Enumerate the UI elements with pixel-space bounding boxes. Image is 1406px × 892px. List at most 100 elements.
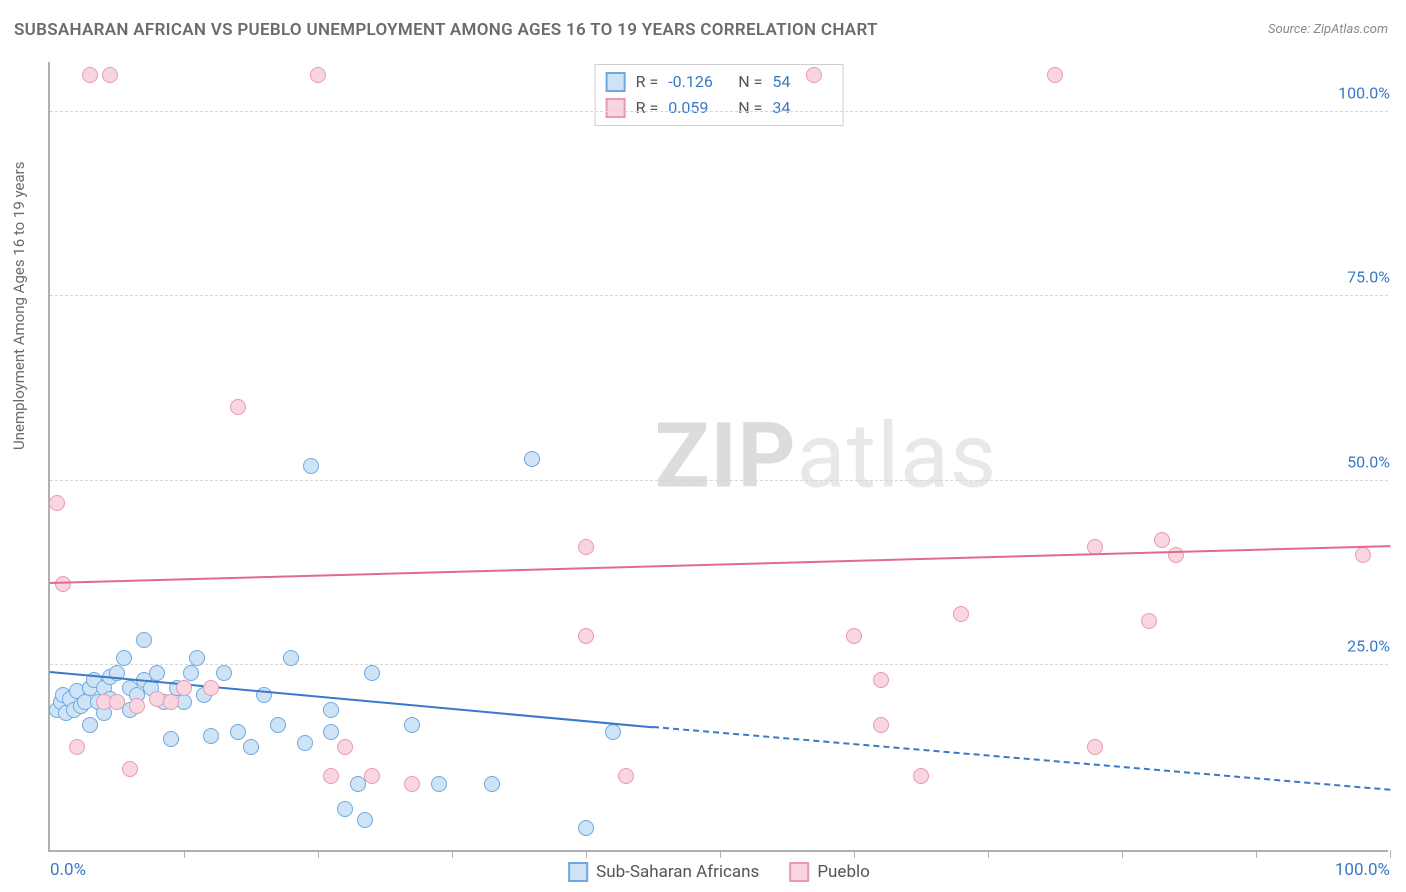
source-value: ZipAtlas.com — [1313, 22, 1388, 37]
y-axis-label: Unemployment Among Ages 16 to 19 years — [10, 162, 28, 450]
data-point-ssa — [243, 739, 259, 755]
trend-line — [50, 545, 1390, 584]
x-tick-label: 0.0% — [50, 860, 86, 880]
data-point-pueblo — [1168, 547, 1184, 563]
source-label: Source: — [1268, 22, 1313, 37]
n-value-ssa: 54 — [772, 69, 832, 95]
data-point-ssa — [323, 702, 339, 718]
x-tick-label: 100.0% — [1335, 860, 1390, 880]
y-tick-label: 100.0% — [1332, 83, 1390, 102]
y-tick-label: 25.0% — [1341, 637, 1390, 656]
source-attribution: Source: ZipAtlas.com — [1268, 22, 1388, 37]
data-point-pueblo — [953, 606, 969, 622]
legend-item-ssa: Sub-Saharan Africans — [568, 862, 759, 882]
series-legend: Sub-Saharan Africans Pueblo — [568, 862, 870, 882]
data-point-pueblo — [913, 768, 929, 784]
data-point-ssa — [189, 650, 205, 666]
data-point-pueblo — [69, 739, 85, 755]
data-point-pueblo — [323, 768, 339, 784]
data-point-pueblo — [122, 761, 138, 777]
y-tick-label: 50.0% — [1341, 452, 1390, 471]
data-point-pueblo — [230, 399, 246, 415]
data-point-pueblo — [337, 739, 353, 755]
data-point-ssa — [283, 650, 299, 666]
watermark-rest: atlas — [797, 404, 998, 509]
trend-line — [653, 726, 1390, 791]
x-tick — [586, 850, 587, 858]
data-point-ssa — [484, 776, 500, 792]
data-point-pueblo — [310, 67, 326, 83]
data-point-ssa — [183, 665, 199, 681]
r-value-pueblo: 0.059 — [668, 95, 728, 121]
data-point-ssa — [337, 801, 353, 817]
data-point-pueblo — [364, 768, 380, 784]
data-point-ssa — [149, 665, 165, 681]
legend-label-ssa: Sub-Saharan Africans — [596, 862, 759, 882]
data-point-ssa — [303, 458, 319, 474]
chart-title: SUBSAHARAN AFRICAN VS PUEBLO UNEMPLOYMEN… — [14, 20, 878, 40]
data-point-pueblo — [806, 67, 822, 83]
x-tick — [452, 850, 453, 858]
data-point-pueblo — [1141, 613, 1157, 629]
x-tick — [1122, 850, 1123, 858]
data-point-pueblo — [873, 717, 889, 733]
gridline-h — [50, 664, 1388, 665]
data-point-pueblo — [82, 67, 98, 83]
data-point-pueblo — [1355, 547, 1371, 563]
gridline-h — [50, 111, 1388, 112]
x-tick — [1390, 850, 1391, 858]
data-point-pueblo — [1154, 532, 1170, 548]
data-point-ssa — [216, 665, 232, 681]
data-point-ssa — [357, 812, 373, 828]
data-point-pueblo — [49, 495, 65, 511]
data-point-pueblo — [102, 67, 118, 83]
n-label: N = — [738, 95, 762, 121]
data-point-ssa — [203, 728, 219, 744]
data-point-pueblo — [846, 628, 862, 644]
data-point-ssa — [524, 451, 540, 467]
r-value-ssa: -0.126 — [668, 69, 728, 95]
data-point-ssa — [578, 820, 594, 836]
x-tick — [318, 850, 319, 858]
y-tick-label: 75.0% — [1341, 268, 1390, 287]
x-tick — [988, 850, 989, 858]
data-point-pueblo — [404, 776, 420, 792]
data-point-ssa — [163, 731, 179, 747]
data-point-pueblo — [578, 628, 594, 644]
data-point-pueblo — [873, 672, 889, 688]
watermark-bold: ZIP — [655, 404, 797, 509]
data-point-ssa — [230, 724, 246, 740]
data-point-ssa — [297, 735, 313, 751]
data-point-pueblo — [1047, 67, 1063, 83]
data-point-ssa — [605, 724, 621, 740]
gridline-h — [50, 295, 1388, 296]
n-value-pueblo: 34 — [772, 95, 832, 121]
legend-row-ssa: R = -0.126 N = 54 — [606, 69, 833, 95]
data-point-ssa — [364, 665, 380, 681]
swatch-ssa-bottom — [568, 862, 588, 882]
data-point-ssa — [323, 724, 339, 740]
data-point-ssa — [136, 632, 152, 648]
x-tick — [854, 850, 855, 858]
gridline-h — [50, 480, 1388, 481]
swatch-ssa — [606, 72, 626, 92]
x-tick — [184, 850, 185, 858]
data-point-pueblo — [163, 694, 179, 710]
x-tick — [720, 850, 721, 858]
n-label: N = — [738, 69, 762, 95]
data-point-pueblo — [578, 539, 594, 555]
swatch-pueblo-bottom — [789, 862, 809, 882]
data-point-pueblo — [176, 680, 192, 696]
r-label: R = — [636, 69, 659, 95]
data-point-ssa — [116, 650, 132, 666]
data-point-pueblo — [1087, 739, 1103, 755]
legend-row-pueblo: R = 0.059 N = 34 — [606, 95, 833, 121]
legend-label-pueblo: Pueblo — [817, 862, 870, 882]
legend-item-pueblo: Pueblo — [789, 862, 870, 882]
data-point-pueblo — [109, 694, 125, 710]
data-point-ssa — [431, 776, 447, 792]
data-point-ssa — [404, 717, 420, 733]
r-label: R = — [636, 95, 659, 121]
swatch-pueblo — [606, 98, 626, 118]
data-point-pueblo — [55, 576, 71, 592]
